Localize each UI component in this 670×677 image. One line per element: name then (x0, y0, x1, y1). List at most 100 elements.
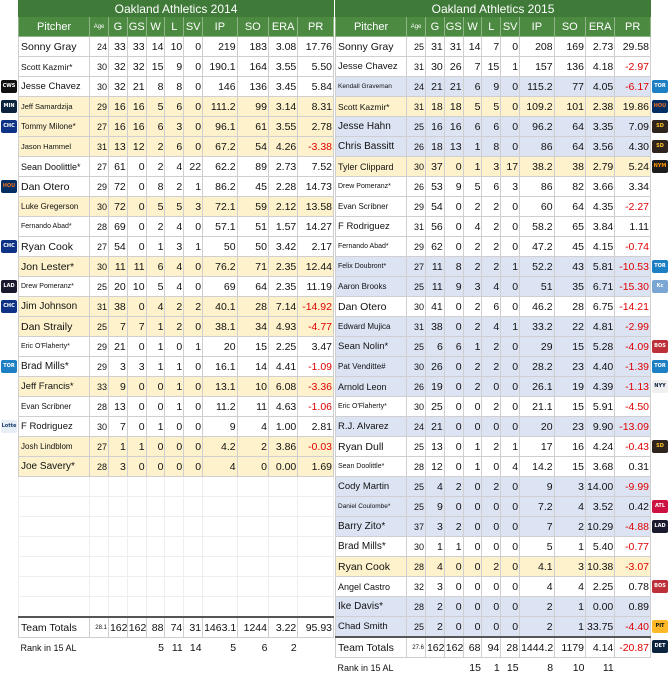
cell-ip: 28.2 (520, 357, 555, 377)
total-name: Team Totals (19, 617, 90, 638)
cell-so: 164 (237, 57, 268, 77)
cell-sv: 0 (501, 37, 520, 57)
cell-era: 6.75 (585, 297, 614, 317)
cell-g: 69 (108, 217, 127, 237)
cell-l: 4 (482, 277, 501, 297)
cell-pr: -14.21 (615, 297, 651, 317)
cell-l: 10 (165, 37, 184, 57)
cell-name: Joe Savery* (19, 457, 90, 477)
cell-gs: 13 (444, 137, 463, 157)
cell-name: Drew Pomeranz* (19, 277, 90, 297)
cell-g: 3 (108, 457, 127, 477)
cell-era: 0.00 (585, 597, 614, 617)
team-logo-icon: TOR (1, 360, 17, 373)
cell-l: 0 (482, 517, 501, 537)
cell-w: 6 (463, 77, 482, 97)
cell-age: 27 (90, 237, 109, 257)
empty-cell (165, 537, 184, 557)
cell-g: 19 (425, 377, 444, 397)
cell-ip: 58.2 (520, 217, 555, 237)
team-logo-icon: TOR (652, 260, 668, 273)
cell-w: 1 (146, 237, 165, 257)
cell-pr: 5.50 (298, 57, 334, 77)
cell-l: 7 (482, 37, 501, 57)
cell-pr: -4.40 (615, 617, 651, 638)
cell-name: Kendall Graveman (336, 77, 407, 97)
cell-pr: 1.11 (615, 217, 651, 237)
cell-gs: 0 (444, 297, 463, 317)
cell-w: 2 (463, 297, 482, 317)
cell-l: 3 (482, 157, 501, 177)
cell-name: Jim Johnson (19, 297, 90, 317)
cell-so: 64 (554, 197, 585, 217)
cell-gs: 0 (127, 197, 146, 217)
cell-age: 30 (407, 537, 426, 557)
cell-g: 7 (108, 417, 127, 437)
cell-g: 38 (425, 317, 444, 337)
cell-name: Ryan Cook (19, 237, 90, 257)
cell-name: Barry Zito* (336, 517, 407, 537)
cell-gs: 0 (444, 317, 463, 337)
cell-so: 1 (554, 537, 585, 557)
cell-so: 50 (237, 237, 268, 257)
cell-w: 1 (463, 457, 482, 477)
total-l: 74 (165, 617, 184, 638)
cell-gs: 7 (127, 317, 146, 337)
cell-ip: 76.2 (203, 257, 238, 277)
cell-so: 15 (554, 457, 585, 477)
cell-pr: 4.30 (615, 137, 651, 157)
empty-cell (298, 517, 334, 537)
cell-g: 31 (425, 37, 444, 57)
cell-ip: 17 (520, 437, 555, 457)
cell-pr: -4.50 (615, 397, 651, 417)
cell-era: 4.41 (268, 357, 297, 377)
cell-ip: 96.2 (520, 117, 555, 137)
cell-sv: 0 (501, 117, 520, 137)
empty-cell (203, 517, 238, 537)
cell-name: Luke Gregerson (19, 197, 90, 217)
cell-so: 99 (237, 97, 268, 117)
cell-age: 25 (407, 117, 426, 137)
cell-w: 1 (146, 317, 165, 337)
cell-age: 33 (90, 377, 109, 397)
column-header-ip: IP (520, 17, 555, 37)
cell-era: 2.73 (585, 37, 614, 57)
empty-cell (298, 537, 334, 557)
cell-gs: 0 (127, 297, 146, 317)
cell-so: 65 (554, 217, 585, 237)
cell-sv: 4 (501, 457, 520, 477)
empty-cell (203, 537, 238, 557)
cell-era: 5.40 (585, 537, 614, 557)
rank-era: 2 (268, 638, 297, 658)
cell-era: 5.91 (585, 397, 614, 417)
cell-sv: 0 (184, 217, 203, 237)
cell-gs: 0 (444, 357, 463, 377)
cell-l: 2 (482, 257, 501, 277)
cell-name: Fernando Abad* (336, 237, 407, 257)
cell-sv: 2 (184, 297, 203, 317)
cell-gs: 0 (444, 617, 463, 638)
table-title: Oakland Athletics 2014 (19, 1, 334, 17)
cell-so: 16 (554, 437, 585, 457)
empty-cell (298, 477, 334, 497)
cell-l: 0 (482, 577, 501, 597)
cell-pr: -10.53 (615, 257, 651, 277)
cell-age: 30 (90, 57, 109, 77)
cell-ip: 20 (520, 417, 555, 437)
cell-ip: 11.2 (203, 397, 238, 417)
cell-ip: 219 (203, 37, 238, 57)
cell-age: 32 (407, 577, 426, 597)
empty-cell (146, 477, 165, 497)
cell-l: 1 (165, 377, 184, 397)
cell-so: 54 (237, 137, 268, 157)
